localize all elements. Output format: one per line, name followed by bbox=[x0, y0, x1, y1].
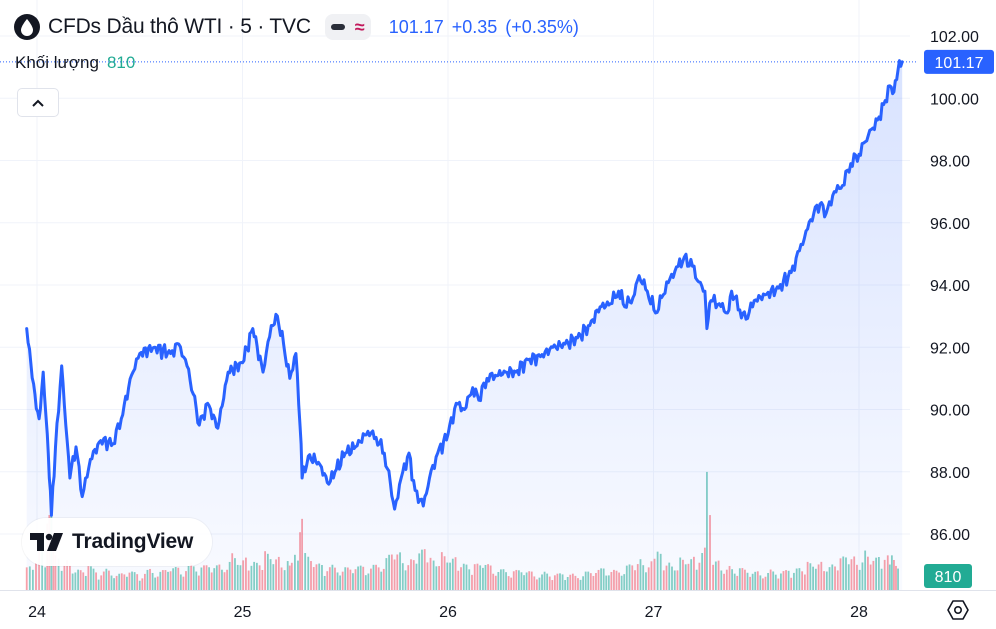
volume-label: Khối lượng bbox=[15, 53, 99, 72]
y-tick-label: 96.00 bbox=[930, 216, 970, 233]
x-tick-label: 25 bbox=[234, 604, 252, 621]
price-line bbox=[25, 59, 904, 517]
chevron-up-icon bbox=[32, 99, 44, 107]
y-tick-label: 92.00 bbox=[930, 340, 970, 357]
market-status-icon bbox=[330, 24, 345, 30]
gear-icon[interactable] bbox=[946, 598, 970, 622]
drop-icon bbox=[14, 14, 40, 40]
quote: 101.17 +0.35 (+0.35%) bbox=[389, 17, 587, 38]
price-axis[interactable]: 102.00 100.00 98.00 96.00 94.00 92.00 90.00 88.… bbox=[930, 29, 979, 544]
x-tick-label: 27 bbox=[645, 604, 663, 621]
last-value-labels: 101.17 810 bbox=[924, 49, 994, 588]
y-tick-label: 98.00 bbox=[930, 154, 970, 171]
tradingview-logo[interactable]: TradingView bbox=[22, 518, 212, 566]
symbol-title[interactable]: CFDs Dầu thô WTI · 5 · TVC bbox=[48, 15, 311, 38]
chart-header: CFDs Dầu thô WTI · 5 · TVC ≈ 101.17 +0.35… bbox=[14, 12, 587, 42]
tradingview-wordmark: TradingView bbox=[72, 530, 194, 553]
wave-icon: ≈ bbox=[354, 17, 365, 37]
y-tick-label: 86.00 bbox=[930, 527, 970, 544]
y-tick-label: 90.00 bbox=[930, 403, 970, 420]
last-price-tag bbox=[924, 49, 994, 74]
price-area bbox=[26, 60, 903, 591]
last-volume-tag bbox=[924, 564, 972, 588]
x-tick-label: 24 bbox=[28, 604, 46, 621]
price-change-pct: (+0.35%) bbox=[505, 16, 579, 37]
last-volume-tag-label: 810 bbox=[935, 569, 962, 586]
x-tick-label: 28 bbox=[850, 604, 868, 621]
last-price: 101.17 bbox=[388, 16, 444, 37]
time-axis[interactable]: 24 25 26 27 28 bbox=[0, 590, 996, 622]
y-tick-label: 102.00 bbox=[930, 29, 979, 46]
y-tick-label: 94.00 bbox=[930, 278, 970, 295]
collapse-legend-button[interactable] bbox=[17, 88, 59, 117]
volume-value: 810 bbox=[106, 53, 136, 72]
y-tick-label: 100.00 bbox=[930, 91, 979, 108]
price-change: +0.35 bbox=[451, 16, 498, 37]
volume-legend[interactable]: Khối lượng 810 bbox=[15, 53, 135, 73]
last-price-tag-label: 101.17 bbox=[935, 55, 984, 72]
tv-logo-icon bbox=[30, 533, 63, 551]
x-tick-label: 26 bbox=[439, 604, 457, 621]
status-pill[interactable]: ≈ bbox=[324, 14, 371, 40]
y-tick-label: 88.00 bbox=[930, 465, 970, 482]
